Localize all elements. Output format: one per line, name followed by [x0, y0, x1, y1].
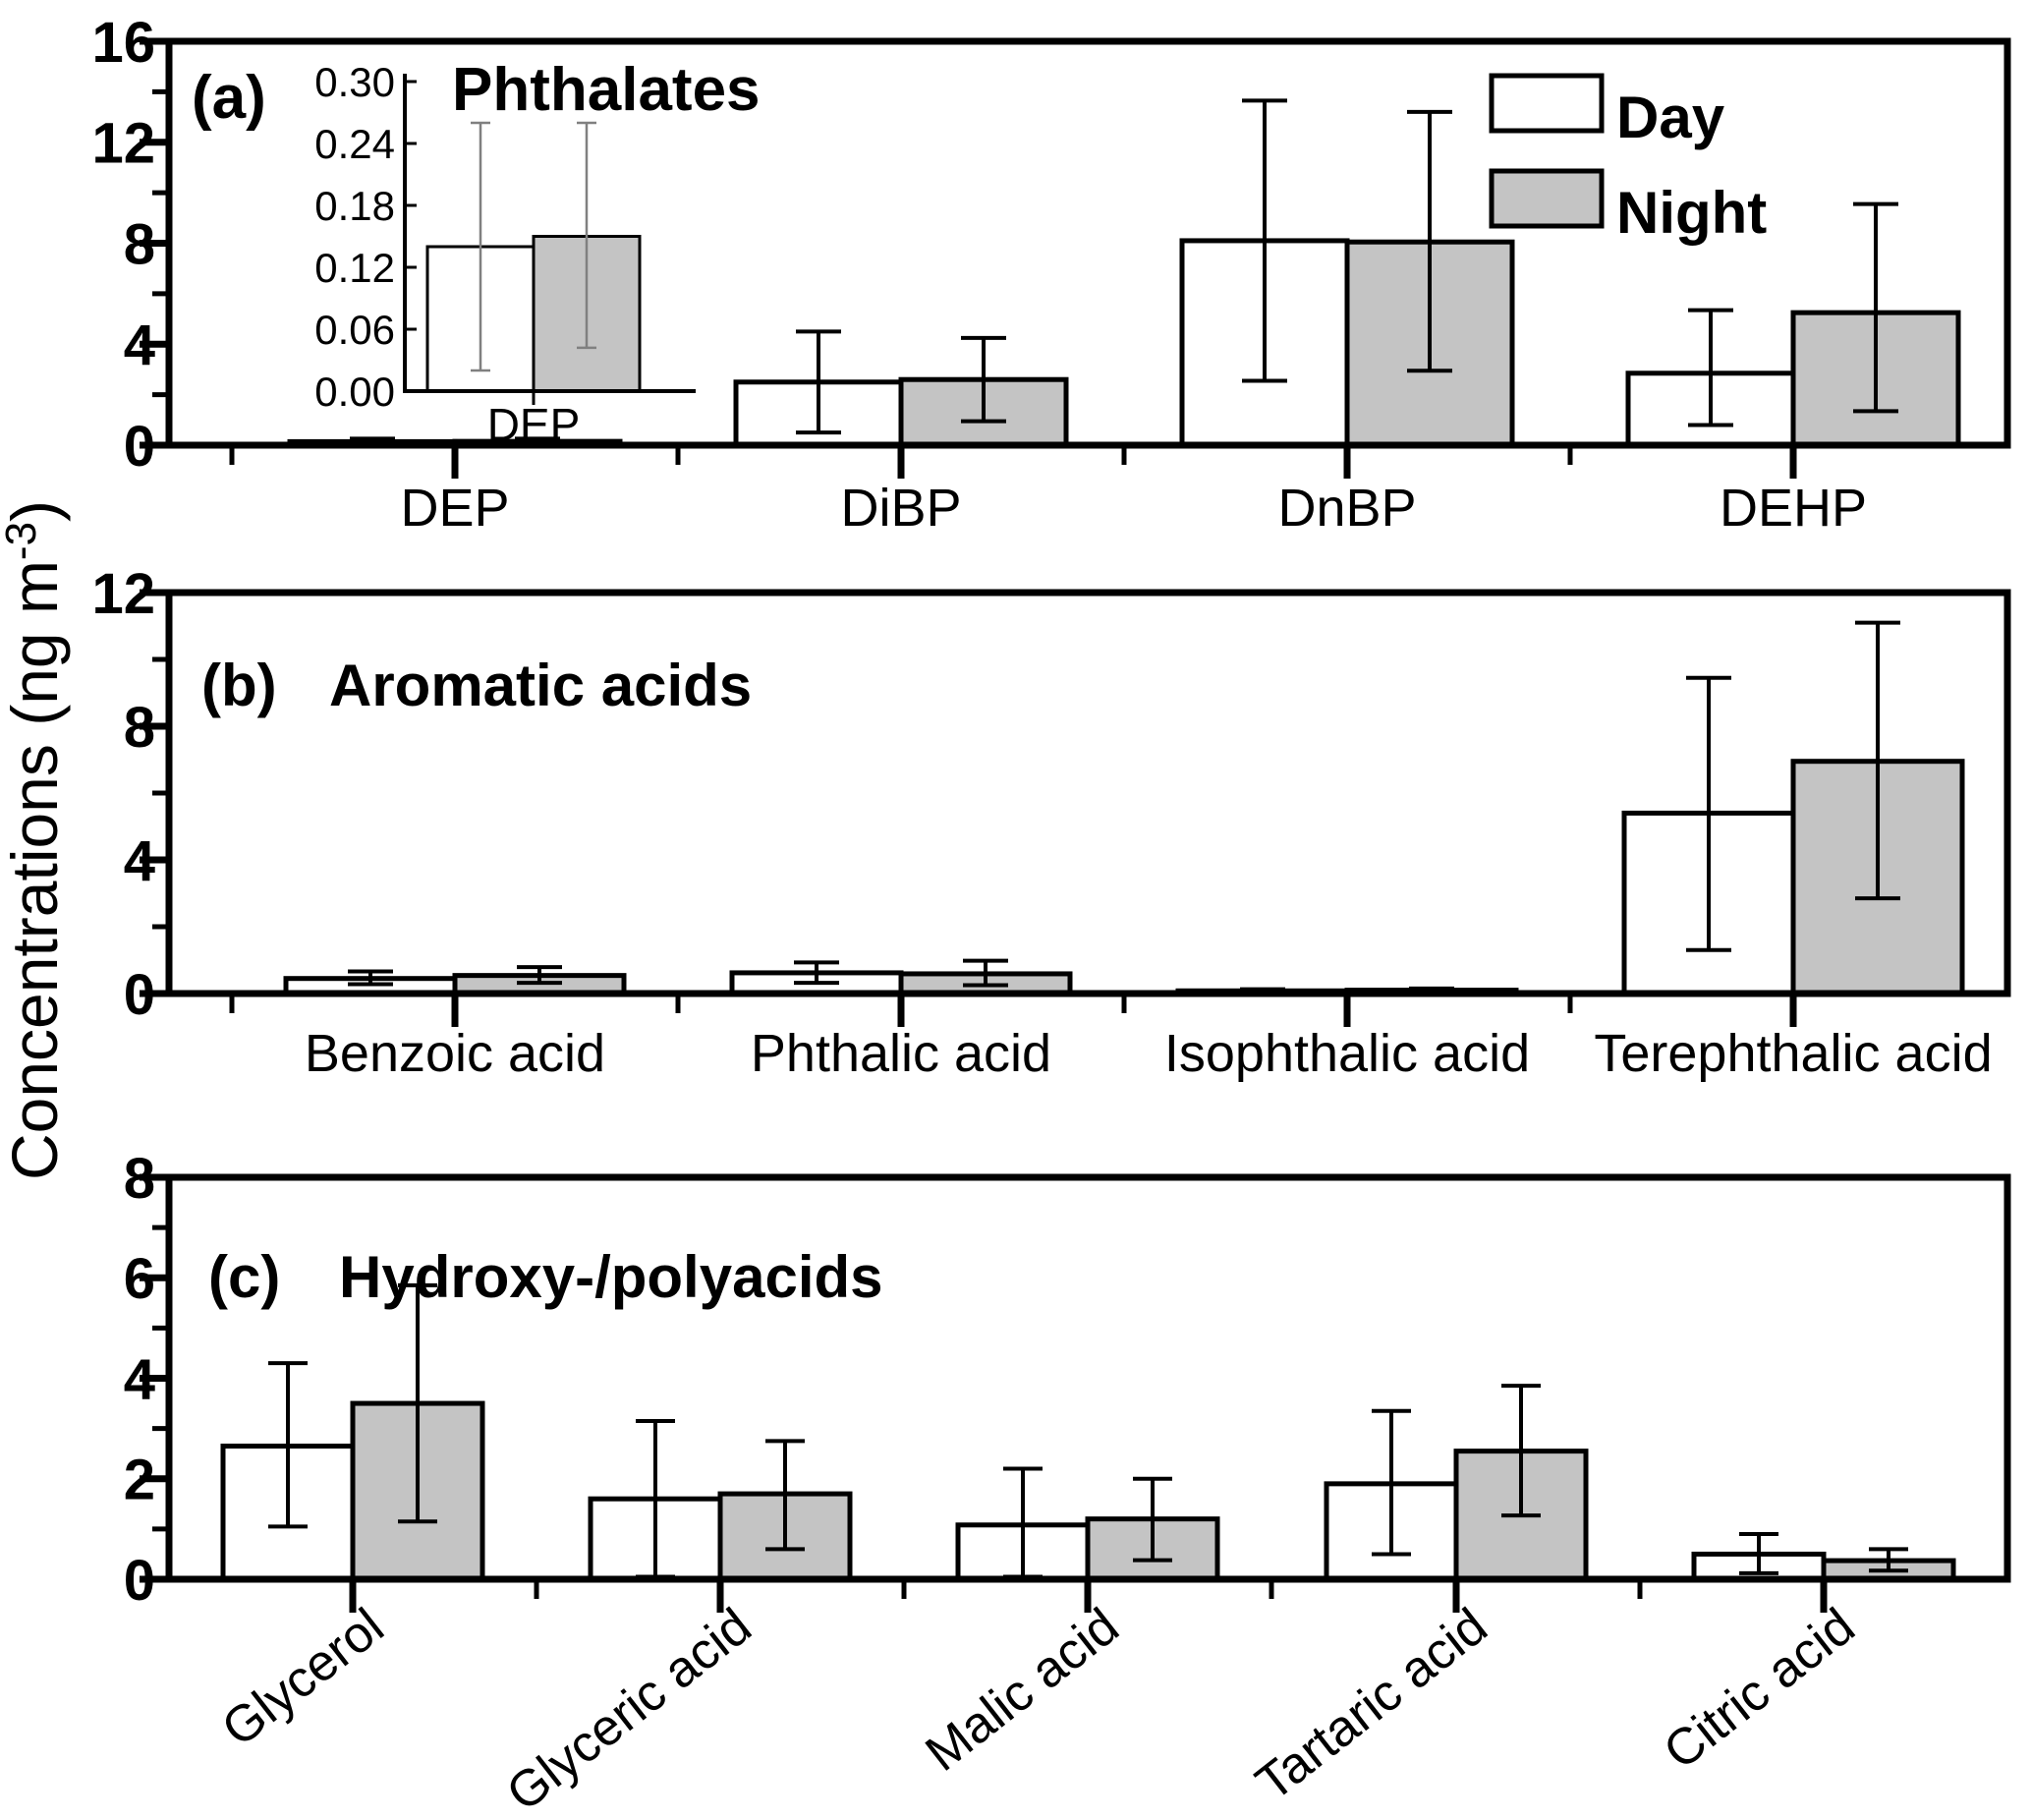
- category-label: Malic acid: [916, 1598, 1130, 1783]
- error-bar-night-0: [577, 121, 596, 350]
- legend-swatch-night: [1489, 168, 1605, 229]
- legend-label-day: Day: [1616, 85, 1725, 150]
- panel-a-inset: 0.00 0.06 0.12 0.18 0.24 0.30 DEP: [314, 59, 696, 450]
- y-tick-label: 2: [124, 1449, 155, 1512]
- category-label: Terephthalic acid: [1594, 1024, 1992, 1083]
- error-bar-day-3: [1688, 308, 1733, 427]
- y-tick-label: 8: [124, 1147, 155, 1211]
- error-bar-day-3: [1686, 675, 1731, 952]
- y-tick-label: 0.00: [314, 369, 395, 415]
- error-bar-night-3: [1853, 201, 1898, 414]
- y-tick-label: 8: [124, 696, 155, 760]
- error-bar-night-0: [398, 1282, 437, 1524]
- category-label: Phthalic acid: [751, 1024, 1051, 1083]
- y-tick-label: 4: [124, 313, 155, 377]
- y-tick-label: 6: [124, 1247, 155, 1311]
- legend: Day Night: [1489, 73, 1767, 246]
- category-label: DnBP: [1277, 479, 1416, 538]
- y-axis-label: Concentrations (ng m-3): [0, 500, 71, 1180]
- error-bar-day-2: [1242, 98, 1287, 383]
- y-tick-label: 8: [124, 212, 155, 276]
- error-bar-night-3: [1855, 620, 1900, 901]
- y-tick-label: 0: [124, 1549, 155, 1613]
- y-tick-label: 0.12: [314, 245, 395, 291]
- panel-a-title: Phthalates: [452, 56, 761, 124]
- panel-a-inset-bars: [425, 121, 642, 393]
- panel-c-bars: [220, 1282, 1956, 1582]
- panel-b: 0 4 8 12 Benzoic acid Phthalic acid Isophthali…: [91, 562, 2011, 1083]
- panel-c-letter: (c): [208, 1244, 280, 1310]
- panel-a-bars: [287, 98, 1961, 448]
- legend-label-night: Night: [1616, 180, 1767, 246]
- category-label: Citric acid: [1654, 1598, 1866, 1781]
- y-tick-label: 12: [91, 112, 155, 176]
- panel-c-title: Hydroxy-/polyacids: [339, 1244, 883, 1310]
- y-tick-label: 0: [124, 963, 155, 1027]
- error-bar-night-1: [961, 335, 1006, 424]
- category-label: Glyceric acid: [496, 1598, 762, 1820]
- panel-a: 0 4 8 12 16 DEP DiBP DnBP DEHP (a) Phthalates: [91, 11, 2011, 538]
- category-label: Benzoic acid: [305, 1024, 605, 1083]
- error-bar-night-4: [1869, 1547, 1908, 1573]
- y-tick-label: 0.30: [314, 59, 395, 105]
- y-tick-label: 4: [124, 829, 155, 893]
- y-tick-label: 0.24: [314, 121, 395, 167]
- error-bar-day-1: [794, 960, 839, 986]
- panel-b-title: Aromatic acids: [329, 653, 752, 718]
- y-tick-label: 12: [91, 562, 155, 626]
- y-tick-label: 0.06: [314, 307, 395, 353]
- error-bar-day-0: [268, 1361, 308, 1529]
- y-tick-label: 0.18: [314, 183, 395, 229]
- error-bar-day-0: [348, 969, 393, 987]
- error-bar-day-4: [1739, 1531, 1778, 1575]
- category-label: DEP: [487, 399, 581, 450]
- category-label: Tartaric acid: [1246, 1598, 1498, 1812]
- category-label: DiBP: [840, 479, 961, 538]
- error-bar-night-2: [1407, 109, 1452, 373]
- y-tick-label: 16: [91, 11, 155, 75]
- category-label: Glycerol: [211, 1598, 394, 1758]
- error-bar-day-0: [471, 121, 490, 372]
- error-bar-night-3: [1501, 1384, 1541, 1518]
- panel-c: 0 2 4 6 8 Glycerol Glyceric acid Malic acid Tart…: [124, 1147, 2011, 1820]
- category-label: DEP: [400, 479, 509, 538]
- legend-swatch-day: [1489, 73, 1605, 134]
- category-label: Isophthalic acid: [1164, 1024, 1530, 1083]
- panel-a-letter: (a): [192, 64, 266, 132]
- error-bar-night-2: [1133, 1476, 1172, 1563]
- error-bar-night-1: [963, 958, 1008, 988]
- error-bar-night-1: [765, 1439, 805, 1552]
- panel-b-letter: (b): [201, 653, 277, 718]
- error-bar-night-0: [517, 965, 562, 986]
- error-bar-day-3: [1372, 1408, 1411, 1557]
- y-tick-label: 0: [124, 415, 155, 479]
- y-tick-label: 4: [124, 1347, 155, 1411]
- error-bar-day-1: [796, 329, 841, 435]
- category-label: DEHP: [1720, 479, 1867, 538]
